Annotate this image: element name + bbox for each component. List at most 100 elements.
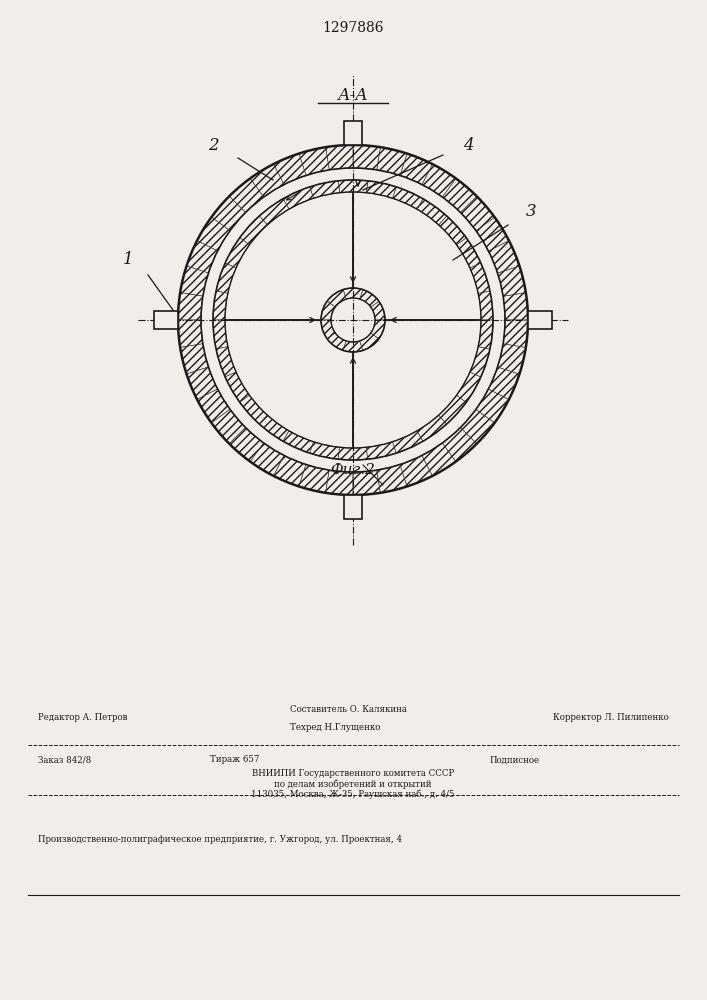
Wedge shape xyxy=(460,196,495,231)
Bar xyxy=(344,121,362,145)
Bar xyxy=(344,495,362,519)
Wedge shape xyxy=(327,333,346,350)
Text: Заказ 842/8: Заказ 842/8 xyxy=(38,756,91,764)
Wedge shape xyxy=(476,389,509,423)
Wedge shape xyxy=(216,347,236,377)
Text: Фиг.2: Фиг.2 xyxy=(331,463,375,477)
Wedge shape xyxy=(327,290,346,307)
Text: 113035, Москва, Ж-35, Раушская наб., д. 4/5: 113035, Москва, Ж-35, Раушская наб., д. … xyxy=(251,789,455,799)
Wedge shape xyxy=(422,164,456,197)
Wedge shape xyxy=(366,181,396,198)
Wedge shape xyxy=(197,217,230,251)
Wedge shape xyxy=(321,301,335,320)
Wedge shape xyxy=(400,455,433,486)
Wedge shape xyxy=(343,341,363,352)
Wedge shape xyxy=(377,465,407,493)
Wedge shape xyxy=(283,187,313,209)
Wedge shape xyxy=(476,217,509,251)
Wedge shape xyxy=(457,372,481,402)
Wedge shape xyxy=(478,320,493,349)
Wedge shape xyxy=(259,199,289,225)
Wedge shape xyxy=(213,320,228,349)
Wedge shape xyxy=(321,320,335,339)
Text: 2: 2 xyxy=(208,136,218,153)
Text: Подписное: Подписное xyxy=(490,756,540,764)
Text: Составитель О. Калякина: Составитель О. Калякина xyxy=(290,706,407,714)
Wedge shape xyxy=(339,447,368,460)
Wedge shape xyxy=(460,409,495,444)
Wedge shape xyxy=(310,442,339,459)
Text: по делам изобретений и открытий: по делам изобретений и открытий xyxy=(274,779,432,789)
Wedge shape xyxy=(178,293,203,320)
Wedge shape xyxy=(498,266,526,296)
Wedge shape xyxy=(197,389,230,423)
Wedge shape xyxy=(360,290,379,307)
Wedge shape xyxy=(274,154,306,185)
Wedge shape xyxy=(225,238,250,268)
Wedge shape xyxy=(180,266,209,296)
Wedge shape xyxy=(360,333,379,350)
Wedge shape xyxy=(503,293,528,320)
Wedge shape xyxy=(417,199,447,225)
Text: 3: 3 xyxy=(526,204,537,221)
Wedge shape xyxy=(489,241,520,273)
Text: Техред Н.Глущенко: Техред Н.Глущенко xyxy=(290,722,380,732)
Wedge shape xyxy=(353,470,380,495)
Wedge shape xyxy=(498,344,526,374)
Bar xyxy=(528,311,552,329)
Wedge shape xyxy=(353,145,380,170)
Wedge shape xyxy=(417,415,447,441)
Wedge shape xyxy=(283,431,313,453)
Wedge shape xyxy=(229,427,264,462)
Wedge shape xyxy=(370,301,385,320)
Wedge shape xyxy=(187,241,218,273)
Wedge shape xyxy=(326,470,353,495)
Wedge shape xyxy=(240,395,267,424)
Wedge shape xyxy=(299,465,329,493)
Text: Производственно-полиграфическое предприятие, г. Ужгород, ул. Проектная, 4: Производственно-полиграфическое предприя… xyxy=(38,836,402,844)
Wedge shape xyxy=(470,347,490,377)
Wedge shape xyxy=(489,367,520,399)
Wedge shape xyxy=(422,443,456,476)
Wedge shape xyxy=(229,178,264,213)
Wedge shape xyxy=(326,145,353,170)
Wedge shape xyxy=(392,187,423,209)
Bar xyxy=(154,311,178,329)
Wedge shape xyxy=(299,147,329,175)
Wedge shape xyxy=(400,154,433,185)
Text: 4: 4 xyxy=(462,136,473,153)
Wedge shape xyxy=(470,263,490,293)
Wedge shape xyxy=(216,263,236,293)
Wedge shape xyxy=(211,196,245,231)
Text: 1: 1 xyxy=(123,251,134,268)
Wedge shape xyxy=(310,181,339,198)
Wedge shape xyxy=(250,164,284,197)
Wedge shape xyxy=(213,291,228,320)
Text: ВНИИПИ Государственного комитета СССР: ВНИИПИ Государственного комитета СССР xyxy=(252,768,454,778)
Wedge shape xyxy=(187,367,218,399)
Text: Тираж 657: Тираж 657 xyxy=(210,756,259,764)
Text: 1297886: 1297886 xyxy=(322,21,384,35)
Wedge shape xyxy=(250,443,284,476)
Text: А-А: А-А xyxy=(337,87,368,104)
Wedge shape xyxy=(457,238,481,268)
Wedge shape xyxy=(392,431,423,453)
Wedge shape xyxy=(366,442,396,459)
Wedge shape xyxy=(443,427,477,462)
Text: Редактор А. Петров: Редактор А. Петров xyxy=(38,714,127,722)
Wedge shape xyxy=(443,178,477,213)
Wedge shape xyxy=(438,216,466,245)
Wedge shape xyxy=(438,395,466,424)
Wedge shape xyxy=(377,147,407,175)
Wedge shape xyxy=(370,320,385,339)
Wedge shape xyxy=(178,320,203,347)
Wedge shape xyxy=(211,409,245,444)
Wedge shape xyxy=(180,344,209,374)
Text: Корректор Л. Пилипенко: Корректор Л. Пилипенко xyxy=(554,714,669,722)
Wedge shape xyxy=(240,216,267,245)
Wedge shape xyxy=(343,288,363,299)
Wedge shape xyxy=(503,320,528,347)
Wedge shape xyxy=(225,372,250,402)
Wedge shape xyxy=(259,415,289,441)
Wedge shape xyxy=(478,291,493,320)
